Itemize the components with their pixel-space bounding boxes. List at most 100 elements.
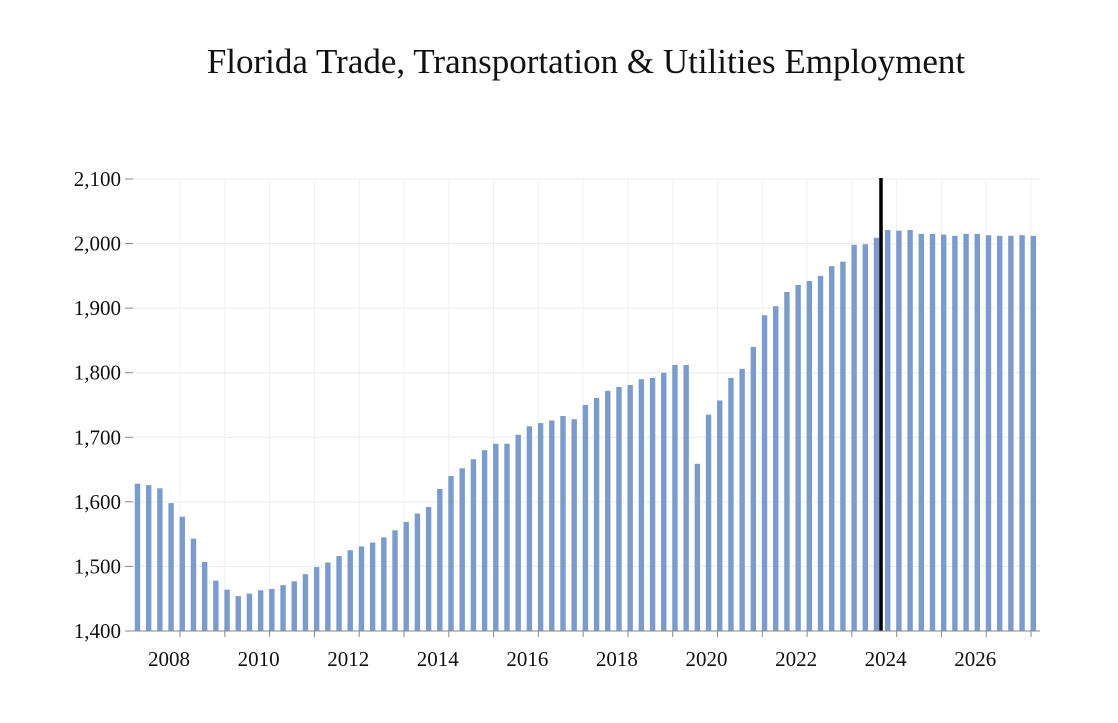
bar xyxy=(134,483,141,631)
bar xyxy=(437,488,443,631)
y-tick-label: 1,700 xyxy=(74,425,121,449)
x-tick-label: 2010 xyxy=(238,647,280,671)
bar xyxy=(313,567,320,631)
bar xyxy=(672,364,678,631)
bar xyxy=(996,235,1003,631)
bar xyxy=(224,589,230,631)
bar xyxy=(795,284,801,631)
bar xyxy=(168,503,174,631)
bar xyxy=(537,423,544,631)
bar xyxy=(985,235,992,632)
bar xyxy=(157,488,163,631)
bar xyxy=(414,513,421,631)
y-tick-label: 1,900 xyxy=(74,296,121,320)
y-tick-label: 2,000 xyxy=(74,232,121,256)
bar xyxy=(941,234,947,631)
bar xyxy=(873,237,880,631)
x-tick-label: 2024 xyxy=(865,647,908,671)
bar xyxy=(885,230,891,632)
x-tick-label: 2018 xyxy=(596,647,638,671)
bar xyxy=(369,542,376,631)
y-tick-label: 1,600 xyxy=(74,490,121,514)
bar xyxy=(470,459,477,631)
bar xyxy=(246,593,253,631)
bar xyxy=(649,377,656,631)
bar xyxy=(593,397,600,631)
bar xyxy=(907,230,913,632)
bar xyxy=(627,384,633,631)
bar xyxy=(761,315,768,631)
bar xyxy=(190,538,197,631)
bar xyxy=(526,426,533,631)
bar xyxy=(302,574,309,631)
bar xyxy=(862,244,869,631)
bar xyxy=(605,390,611,631)
y-tick-label: 1,400 xyxy=(74,619,121,643)
bar xyxy=(1030,235,1036,631)
bar xyxy=(829,266,835,631)
y-tick-label: 1,800 xyxy=(74,361,121,385)
bar xyxy=(974,233,980,631)
bar xyxy=(784,292,790,631)
bar xyxy=(381,537,387,631)
bar xyxy=(515,434,521,631)
bar xyxy=(425,507,432,631)
bar xyxy=(459,468,465,631)
x-tick-label: 2012 xyxy=(327,647,369,671)
bar xyxy=(661,372,667,631)
bar xyxy=(448,476,454,631)
bar xyxy=(493,443,499,631)
bar xyxy=(739,368,745,631)
bar xyxy=(201,561,208,631)
x-tick-label: 2020 xyxy=(686,647,728,671)
bar xyxy=(257,590,264,631)
bar xyxy=(291,581,297,631)
bar xyxy=(806,281,813,631)
y-tick-label: 2,100 xyxy=(74,167,121,191)
bar xyxy=(963,233,969,631)
bar xyxy=(481,450,488,631)
bar xyxy=(851,244,857,631)
bar xyxy=(280,585,286,631)
bar xyxy=(705,414,712,631)
bar xyxy=(750,346,757,631)
bar xyxy=(145,485,152,631)
bar xyxy=(213,580,219,631)
bar xyxy=(683,364,689,631)
bar xyxy=(728,377,734,631)
bar xyxy=(638,379,645,631)
bar xyxy=(325,562,331,631)
bar xyxy=(403,521,409,631)
bar xyxy=(952,235,958,631)
bar xyxy=(571,419,577,631)
bar xyxy=(235,596,241,631)
bar xyxy=(616,386,622,631)
x-tick-label: 2016 xyxy=(506,647,548,671)
bar xyxy=(269,589,275,631)
x-tick-label: 2014 xyxy=(417,647,460,671)
y-tick-label: 1,500 xyxy=(74,554,121,578)
bar xyxy=(929,233,936,631)
bar xyxy=(582,405,589,631)
bar xyxy=(347,550,353,631)
bar xyxy=(560,415,566,631)
bar xyxy=(896,230,902,631)
bars xyxy=(134,230,1036,632)
bar xyxy=(392,530,398,631)
x-tick-label: 2008 xyxy=(148,647,190,671)
bar xyxy=(773,306,779,631)
bar xyxy=(549,420,555,631)
bar xyxy=(358,546,365,631)
chart-title: Florida Trade, Transportation & Utilitie… xyxy=(206,42,966,81)
bar xyxy=(918,233,925,631)
x-tick-label: 2022 xyxy=(775,647,817,671)
bar xyxy=(840,261,846,631)
axes: 1,400 1,500 1,600 1,700 1,800 1,900 2,000 2,100… xyxy=(74,167,1040,671)
bar xyxy=(336,556,342,631)
bar xyxy=(1008,235,1014,631)
bar xyxy=(817,275,824,631)
bar xyxy=(694,463,701,631)
bar xyxy=(504,443,510,631)
x-tick-label: 2026 xyxy=(954,647,996,671)
